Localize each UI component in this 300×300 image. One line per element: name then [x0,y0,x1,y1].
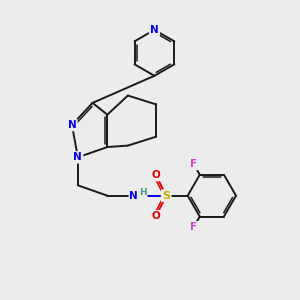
Text: H: H [140,188,147,197]
Text: N: N [68,120,76,130]
Text: O: O [152,211,160,221]
Text: F: F [190,222,197,232]
Text: N: N [129,190,138,201]
Text: O: O [152,170,160,180]
Text: S: S [162,190,170,201]
Text: F: F [190,159,197,169]
Text: N: N [150,25,159,35]
Text: N: N [74,152,82,162]
